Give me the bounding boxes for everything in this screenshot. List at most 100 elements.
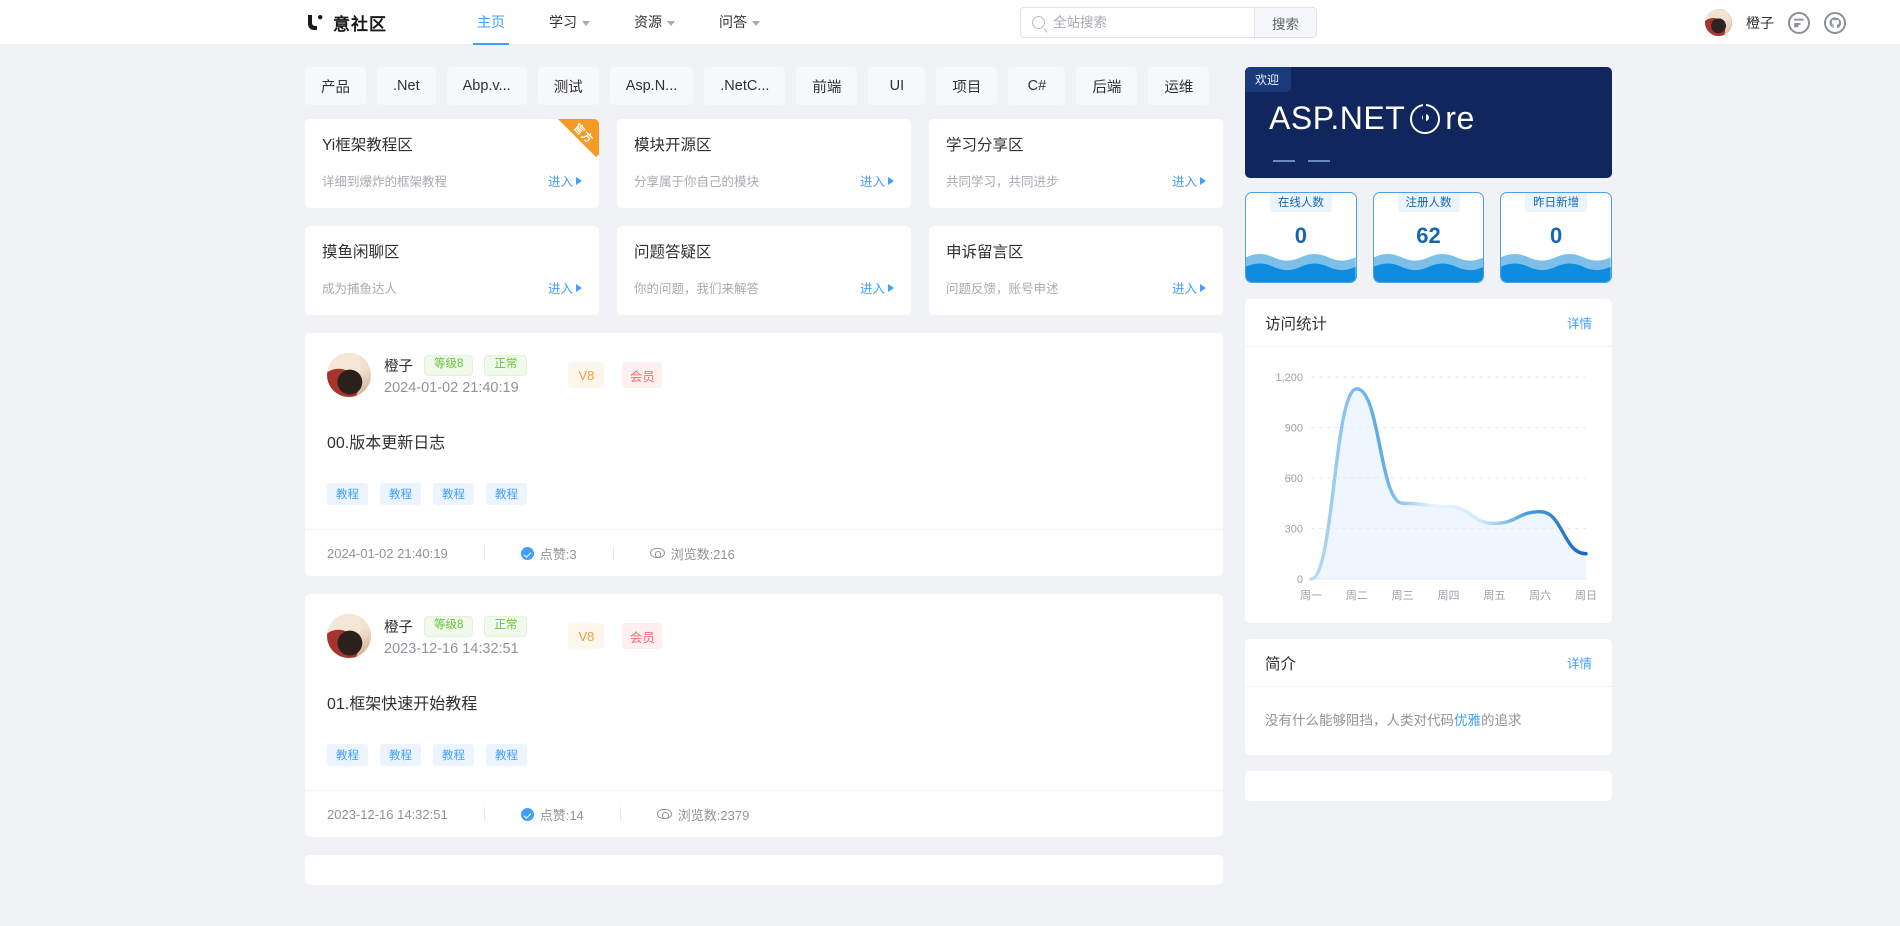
avatar[interactable] <box>327 353 371 397</box>
search-input[interactable] <box>1053 15 1243 30</box>
vip-badge: V8 <box>568 362 605 388</box>
tag-chip-产品[interactable]: 产品 <box>305 67 366 105</box>
section-enter-button[interactable]: 进入 <box>860 171 894 190</box>
like-icon <box>520 807 534 821</box>
tag-chip-dotnet[interactable]: .Net <box>377 67 436 105</box>
section-card-study-share[interactable]: 学习分享区 共同学习，共同进步 进入 <box>929 119 1223 208</box>
search-button[interactable]: 搜索 <box>1254 8 1316 37</box>
tag-chip-test[interactable]: 测试 <box>537 67 599 105</box>
post-likes[interactable]: 点赞:3 <box>520 544 577 563</box>
global-search: 搜索 <box>1020 7 1317 38</box>
section-card-desc: 详细到爆炸的框架教程 <box>322 175 448 189</box>
wave-decoration <box>1501 244 1612 282</box>
nav-item-home[interactable]: 主页 <box>455 0 527 45</box>
member-badge: 会员 <box>622 362 663 388</box>
status-badge: 正常 <box>484 354 528 376</box>
tag-chip-csharp[interactable]: C# <box>1008 67 1066 105</box>
user-name[interactable]: 橙子 <box>1746 14 1774 31</box>
main-nav: 主页 学习 资源 问答 <box>455 0 782 45</box>
section-enter-button[interactable]: 进入 <box>548 171 582 190</box>
visits-panel-more-link[interactable]: 详情 <box>1566 317 1592 331</box>
github-icon[interactable] <box>1824 11 1846 34</box>
tag-chip-project[interactable]: 项目 <box>936 67 998 105</box>
section-enter-label: 进入 <box>1171 175 1197 189</box>
tag-chip-abp[interactable]: Abp.v... <box>446 67 527 105</box>
post-tag[interactable]: 教程 <box>380 744 421 766</box>
nav-item-qa[interactable]: 问答 <box>697 0 782 45</box>
vip-badge: V8 <box>568 623 605 649</box>
divider <box>483 807 485 821</box>
brand-logo[interactable]: 意社区 <box>307 10 387 35</box>
post-tag-list: 教程 教程 教程 教程 <box>327 744 1201 766</box>
post-tag[interactable]: 教程 <box>380 483 421 505</box>
avatar[interactable] <box>327 614 371 658</box>
post-author[interactable]: 橙子 <box>384 358 413 375</box>
section-card-chat[interactable]: 摸鱼闲聊区 成为捕鱼达人 进入 <box>305 226 599 315</box>
tag-chip-aspnet[interactable]: Asp.N... <box>609 67 694 105</box>
eye-icon <box>656 809 672 819</box>
post-tag[interactable]: 教程 <box>327 483 368 505</box>
gitee-icon[interactable] <box>1788 11 1810 34</box>
section-card-desc: 你的问题，我们来解答 <box>634 282 760 296</box>
chevron-down-icon <box>667 20 675 26</box>
section-enter-button[interactable]: 进入 <box>548 278 582 297</box>
banner-underline-decoration <box>1273 160 1330 162</box>
post-author[interactable]: 橙子 <box>384 619 413 636</box>
post-header: 橙子 等级8 正常 2023-12-16 14:32:51 V8 会员 <box>327 614 1201 658</box>
bio-panel-more-link[interactable]: 详情 <box>1566 657 1592 671</box>
section-enter-button[interactable]: 进入 <box>1172 278 1206 297</box>
welcome-banner[interactable]: 欢迎 ASP.NET re <box>1245 67 1612 178</box>
official-ribbon: 官方 <box>545 119 599 173</box>
post-tag[interactable]: 教程 <box>327 744 368 766</box>
section-card-yi-tutorial[interactable]: Yi框架教程区 官方 详细到爆炸的框架教程 进入 <box>305 119 599 208</box>
section-card-title: 模块开源区 <box>634 137 712 154</box>
play-triangle-icon <box>576 283 582 292</box>
post-tag[interactable]: 教程 <box>433 483 474 505</box>
search-icon <box>1032 16 1045 29</box>
post-title[interactable]: 01.框架快速开始教程 <box>327 696 478 713</box>
tag-chip-backend[interactable]: 后端 <box>1076 67 1138 105</box>
member-badge: 会员 <box>622 623 663 649</box>
section-enter-button[interactable]: 进入 <box>860 278 894 297</box>
post-title[interactable]: 00.版本更新日志 <box>327 435 446 452</box>
svg-text:周二: 周二 <box>1346 589 1368 602</box>
post-views: 浏览数:2379 <box>656 805 749 824</box>
page-body: 产品 .Net Abp.v... 测试 Asp.N... .NetC... 前端… <box>0 45 1900 885</box>
post-tag-list: 教程 教程 教程 教程 <box>327 483 1201 505</box>
section-enter-button[interactable]: 进入 <box>1172 171 1206 190</box>
user-zone: 橙子 <box>1705 0 1846 45</box>
core-circle-icon <box>1408 102 1442 136</box>
svg-text:周五: 周五 <box>1483 589 1505 602</box>
post-card-partial[interactable] <box>305 855 1223 885</box>
post-likes[interactable]: 点赞:14 <box>520 805 584 824</box>
section-enter-label: 进入 <box>859 282 885 296</box>
search-field[interactable] <box>1021 8 1254 37</box>
tag-chip-ui[interactable]: UI <box>868 67 926 105</box>
section-enter-label: 进入 <box>859 175 885 189</box>
stat-card-yesterday-new: 昨日新增 0 <box>1500 192 1613 283</box>
tag-chip-netcore[interactable]: .NetC... <box>704 67 786 105</box>
avatar[interactable] <box>1705 9 1732 36</box>
post-tag[interactable]: 教程 <box>433 744 474 766</box>
tag-chip-ops[interactable]: 运维 <box>1148 67 1210 105</box>
nav-item-study[interactable]: 学习 <box>527 0 612 45</box>
svg-text:300: 300 <box>1285 524 1303 536</box>
section-card-title: Yi框架教程区 <box>322 137 413 154</box>
tag-chip-frontend[interactable]: 前端 <box>796 67 858 105</box>
play-triangle-icon <box>576 176 582 185</box>
section-card-appeal[interactable]: 申诉留言区 问题反馈，账号申述 进入 <box>929 226 1223 315</box>
post-tag[interactable]: 教程 <box>486 744 527 766</box>
nav-item-label: 问答 <box>719 14 747 30</box>
nav-item-resources[interactable]: 资源 <box>612 0 697 45</box>
post-card[interactable]: 橙子 等级8 正常 2024-01-02 21:40:19 V8 会员 00.版… <box>305 333 1223 576</box>
aspnet-core-logo-text: ASP.NET <box>1269 100 1406 136</box>
section-card-title: 申诉留言区 <box>946 244 1024 261</box>
post-card[interactable]: 橙子 等级8 正常 2023-12-16 14:32:51 V8 会员 01.框… <box>305 594 1223 837</box>
top-navigation-bar: 意社区 主页 学习 资源 问答 搜索 橙子 <box>0 0 1900 45</box>
post-tag[interactable]: 教程 <box>486 483 527 505</box>
section-card-module-opensource[interactable]: 模块开源区 分享属于你自己的模块 进入 <box>617 119 911 208</box>
section-card-qa[interactable]: 问题答疑区 你的问题，我们来解答 进入 <box>617 226 911 315</box>
divider <box>619 807 621 821</box>
svg-text:周三: 周三 <box>1392 589 1414 602</box>
play-triangle-icon <box>888 283 894 292</box>
